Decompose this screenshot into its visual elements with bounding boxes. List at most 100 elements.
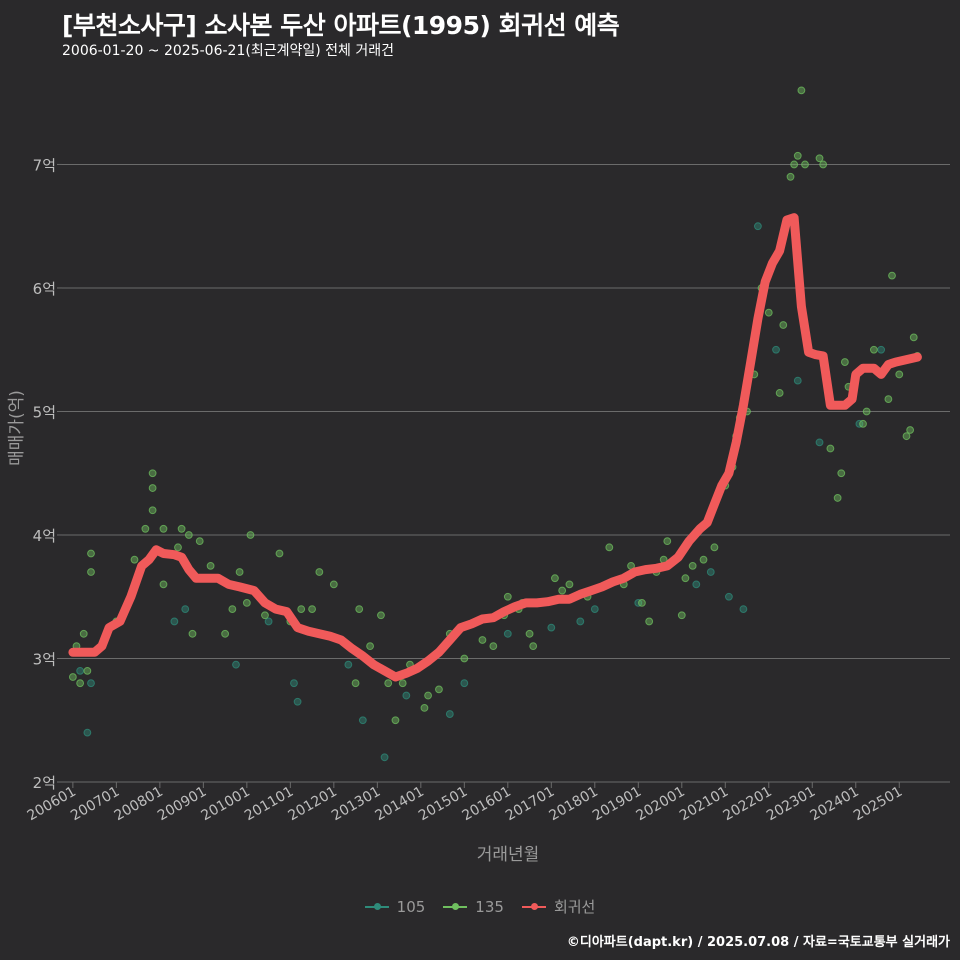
point-135	[351, 679, 360, 688]
point-135	[859, 419, 867, 428]
point-105	[754, 222, 762, 231]
legend-swatch-135	[443, 898, 468, 916]
x-tick-label: 201701	[503, 784, 557, 825]
series-135-points	[68, 86, 922, 725]
point-135	[221, 629, 230, 638]
point-105	[181, 605, 190, 613]
point-135	[779, 321, 788, 329]
point-135	[130, 555, 139, 564]
point-135	[663, 537, 672, 546]
footer-credit: ©디아파트(dapt.kr) / 2025.07.08 / 자료=국토교통부 실…	[566, 935, 950, 950]
regression-line-path	[68, 213, 922, 682]
point-135	[801, 160, 809, 169]
point-105	[772, 345, 780, 354]
point-135	[68, 673, 77, 681]
point-135	[681, 574, 690, 583]
point-135	[159, 580, 168, 589]
point-135	[355, 605, 364, 613]
point-135	[833, 494, 842, 502]
point-135	[529, 642, 538, 651]
point-105	[547, 623, 556, 632]
point-105	[232, 660, 240, 669]
point-135	[895, 370, 904, 379]
point-135	[329, 580, 338, 589]
x-axis: 2006012007012008012009012010012011012012…	[25, 782, 905, 825]
x-tick-label: 201101	[242, 784, 296, 825]
x-tick-label: 202401	[807, 784, 861, 825]
point-135	[148, 506, 157, 515]
point-135	[840, 358, 849, 366]
point-105	[358, 716, 367, 725]
x-tick-label: 202501	[851, 784, 905, 825]
point-105	[87, 679, 95, 688]
point-135	[837, 469, 846, 478]
regression-line	[68, 213, 922, 682]
point-105	[402, 691, 411, 700]
point-135	[141, 524, 150, 533]
point-135	[87, 549, 95, 558]
point-135	[645, 617, 654, 626]
point-135	[638, 599, 646, 607]
x-tick-label: 201901	[590, 784, 644, 825]
point-135	[677, 611, 686, 620]
point-105	[793, 376, 802, 385]
legend-label-105: 105	[396, 897, 426, 916]
point-135	[235, 568, 244, 576]
x-tick-label: 201801	[547, 784, 601, 825]
x-tick-label: 201501	[416, 784, 470, 825]
legend-item-regression: 회귀선	[521, 896, 596, 917]
point-135	[148, 484, 157, 492]
point-135	[308, 605, 316, 613]
point-135	[558, 586, 567, 595]
point-105	[503, 629, 512, 638]
point-105	[290, 679, 298, 688]
x-axis-label: 거래년월	[477, 845, 540, 865]
point-135	[869, 345, 878, 354]
point-135	[478, 636, 487, 644]
x-tick-label: 202201	[720, 784, 774, 825]
point-105	[739, 605, 748, 613]
point-135	[87, 568, 95, 576]
x-tick-label: 201201	[286, 784, 340, 825]
y-tick-label: 6억	[33, 280, 56, 298]
point-135	[793, 151, 802, 160]
point-135	[79, 629, 88, 638]
point-135	[391, 716, 400, 725]
point-135	[366, 642, 374, 651]
y-axis-label: 매매가(억)	[7, 390, 27, 466]
legend-label-regression: 회귀선	[553, 898, 596, 916]
x-tick-label: 201001	[199, 784, 253, 825]
point-135	[797, 86, 806, 95]
point-105	[293, 697, 302, 706]
point-135	[246, 531, 255, 539]
chart-subtitle: 2006-01-20 ~ 2025-06-21(최근계약일) 전체 거래건	[62, 43, 394, 59]
legend-swatch-regression	[521, 898, 546, 916]
x-tick-label: 200901	[155, 784, 209, 825]
point-135	[83, 666, 92, 675]
point-135	[275, 549, 284, 558]
point-105	[692, 580, 701, 589]
point-105	[380, 753, 389, 762]
point-135	[174, 543, 182, 552]
x-tick-label: 201401	[373, 784, 427, 825]
legend-swatch-105	[364, 898, 389, 916]
point-135	[775, 389, 784, 397]
point-135	[884, 395, 893, 404]
y-tick-label: 2억	[33, 774, 56, 792]
point-135	[377, 611, 385, 620]
point-135	[888, 271, 896, 280]
point-135	[819, 160, 828, 169]
point-135	[184, 531, 193, 539]
x-tick-label: 201601	[460, 784, 514, 825]
point-105	[576, 617, 585, 626]
point-105	[445, 710, 454, 718]
point-135	[565, 580, 574, 589]
point-135	[862, 407, 871, 416]
point-135	[710, 543, 719, 552]
point-135	[786, 172, 795, 181]
point-105	[815, 438, 824, 447]
point-135	[420, 703, 429, 712]
point-135	[315, 568, 324, 576]
point-135	[699, 555, 708, 564]
point-135	[384, 679, 393, 688]
